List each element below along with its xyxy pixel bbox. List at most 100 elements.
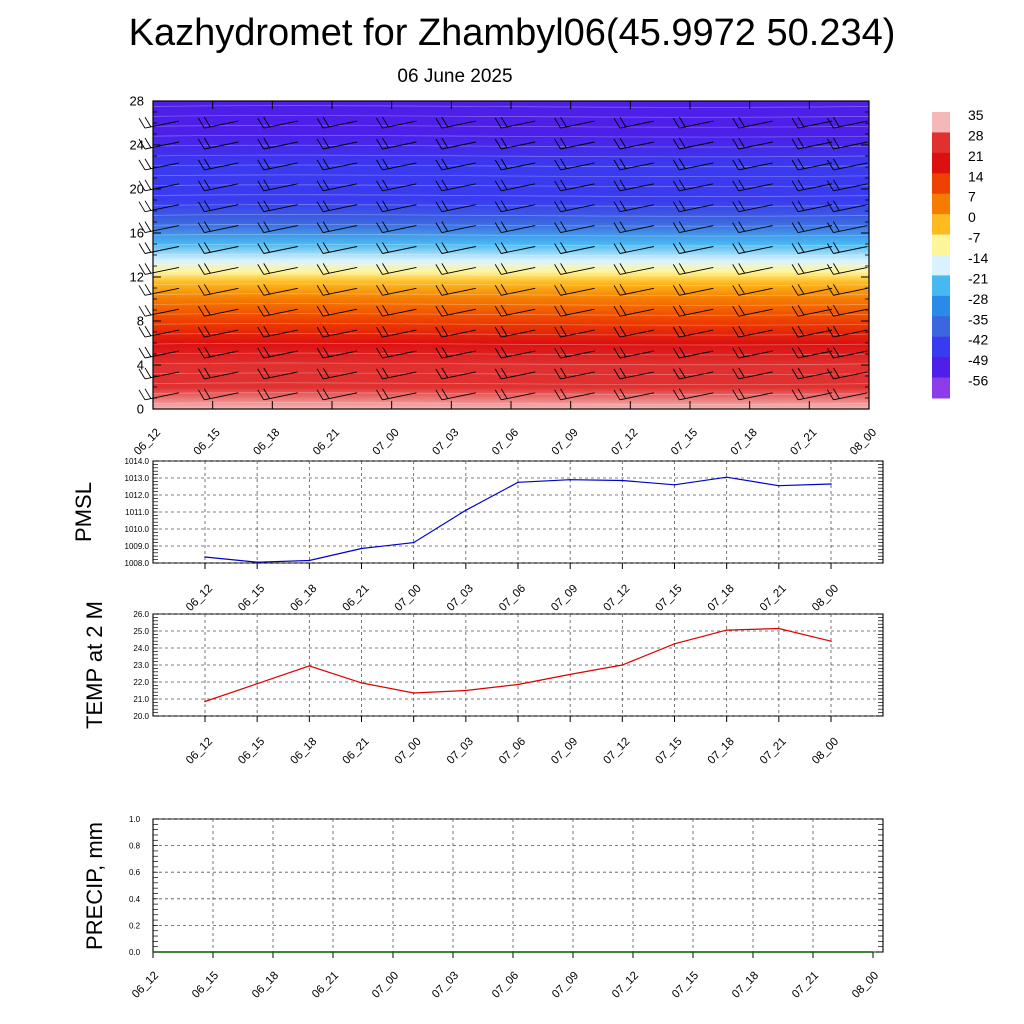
wind-barb [732,284,773,296]
wind-barb [435,179,476,192]
wind-barb [316,325,358,338]
wind-barb [435,284,476,296]
wind-barb [827,346,868,359]
y-tick-label: 12 [130,270,144,285]
isotherm-line [152,392,870,395]
x-tick-label: 07_03 [430,427,461,458]
wind-barb [316,367,358,380]
wind-barb [732,346,773,359]
wind-barb [257,284,298,296]
data-point [725,476,728,479]
wind-barb [316,137,358,150]
data-point [517,481,519,484]
y-tick-label: 0.8 [129,842,141,851]
wind-barb [613,346,655,359]
wind-barb [672,325,714,338]
colorbar-swatch [932,234,950,256]
data-point [465,689,467,692]
isotherm-line [152,293,870,296]
wind-barb [138,242,180,254]
x-tick-label: 07_06 [490,427,521,458]
wind-barb [613,200,655,213]
y-tick-label: 0.2 [129,921,141,930]
wind-barb [494,137,536,150]
isotherm-line [152,184,870,187]
wind-barb [316,179,358,192]
x-tick-label: 06_15 [236,583,267,614]
wind-barb [672,242,714,254]
wind-barb [554,137,595,150]
wind-barb [672,304,714,317]
x-tick-label: 07_06 [497,736,528,767]
wind-barb [494,221,536,234]
x-tick-label: 06_21 [341,736,372,767]
wind-barb [376,263,417,275]
wind-barb [791,346,833,359]
isotherm-line [152,174,870,178]
wind-barb [197,221,239,234]
isotherm-line [152,154,870,158]
wind-barb [435,325,476,338]
wind-barb [732,263,773,275]
wind-barb [138,304,180,317]
y-tick-label: 24.0 [133,644,149,653]
x-tick-label: 07_03 [430,970,461,1001]
colorbar-label: -35 [968,311,988,327]
y-tick-label: 1010.0 [125,525,150,534]
x-tick-label: 07_21 [758,736,789,767]
wind-barb [827,179,868,192]
data-point [673,484,676,486]
wind-barb [554,158,595,171]
data-point [360,547,363,550]
colorbar-label: -28 [968,291,988,307]
x-tick-label: 06_12 [130,970,161,1001]
wind-barb [827,221,868,234]
x-tick-label: 07_00 [393,736,424,767]
isotherm-line [152,372,870,376]
x-tick-label: 06_18 [288,736,319,767]
x-tick-label: 06_15 [236,736,267,767]
wind-barb [554,221,595,234]
y-tick-label: 1012.0 [125,491,150,500]
isotherm-line [152,144,870,148]
wind-barb [672,200,714,213]
y-tick-label: 25.0 [133,627,149,636]
colorbar-swatch [932,316,950,338]
wind-barb [494,179,536,192]
data-point [308,665,311,667]
wind-barb [554,200,595,213]
x-tick-label: 06_12 [132,427,163,458]
wind-barb [138,116,180,129]
wind-barb [197,367,239,380]
colorbar-swatch [932,275,950,297]
wind-barb [376,242,417,254]
wind-barb [376,367,417,380]
colorbar-swatch [932,193,950,215]
wind-barb [138,284,180,296]
x-tick-label: 07_03 [445,583,476,614]
wind-barb [494,158,536,171]
wind-barb [613,304,655,317]
wind-barb [732,388,773,401]
y-tick-label: 1008.0 [125,559,150,568]
wind-barb [257,325,298,338]
y-axis-label: PRECIP, mm [82,822,107,950]
wind-barb [376,179,417,192]
x-tick-label: 07_18 [729,427,760,458]
data-point [778,484,780,487]
x-tick-label: 06_21 [341,583,372,614]
wind-barb [138,137,180,150]
y-axis-label: TEMP at 2 M [82,601,107,729]
isotherm-line [152,283,870,286]
wind-barb [494,346,536,359]
wind-barb [613,242,655,254]
wind-barb [791,221,833,234]
chart-title: Kazhydromet for Zhambyl06(45.9972 50.234… [128,12,896,54]
wind-barb [791,304,833,317]
wind-barb [791,179,833,192]
y-tick-label: 22.0 [133,678,149,687]
wind-barb [197,179,239,192]
data-point [778,627,780,630]
x-tick-label: 06_12 [184,736,215,767]
wind-barb [257,388,298,401]
